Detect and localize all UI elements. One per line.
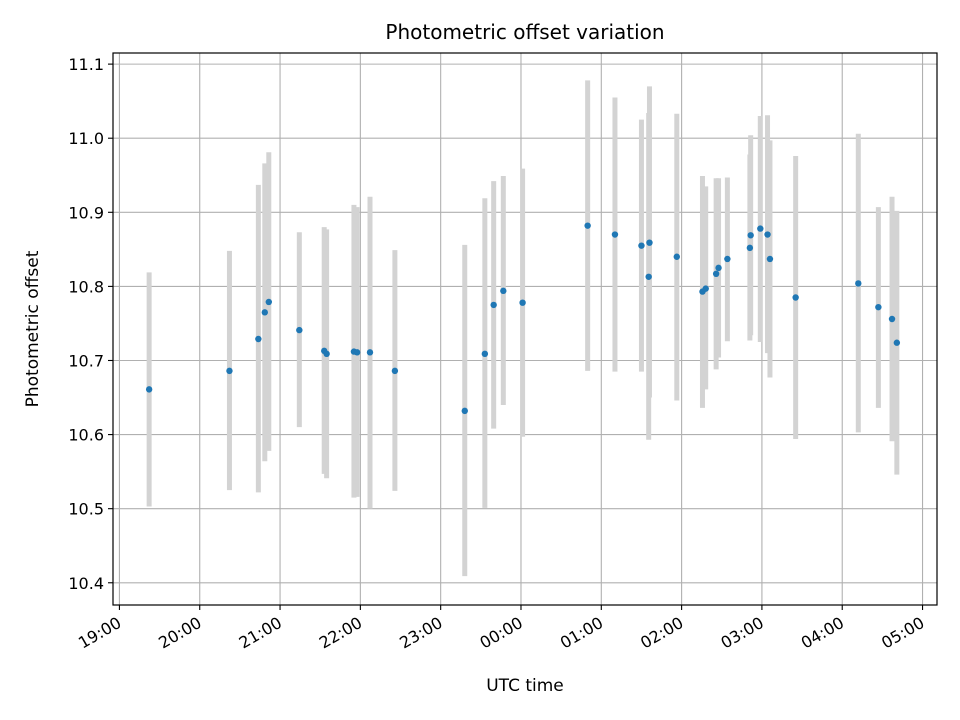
data-point: [611, 231, 619, 238]
data-point: [265, 298, 273, 306]
y-tick-label: 10.7: [68, 351, 104, 370]
x-tick-label: 05:00: [878, 613, 927, 653]
data-point: [715, 264, 722, 272]
data-point: [584, 222, 591, 229]
x-tick-label: 00:00: [477, 613, 526, 653]
y-tick-label: 10.8: [68, 277, 104, 296]
data-point: [255, 335, 262, 343]
data-point: [764, 231, 771, 238]
x-tick-label: 23:00: [396, 613, 445, 653]
data-point: [855, 280, 862, 287]
data-point: [712, 270, 720, 277]
data-point: [888, 315, 896, 323]
data-point: [391, 367, 399, 375]
data-point: [792, 294, 799, 301]
x-axis-title: UTC time: [486, 676, 564, 696]
x-tick-label: 01:00: [557, 613, 606, 653]
error-bars: [146, 80, 900, 577]
x-tick-label: 19:00: [75, 613, 124, 653]
data-point: [353, 349, 361, 356]
y-tick-label: 10.6: [68, 426, 104, 445]
data-point: [746, 244, 754, 252]
axis-ticks: 10.4 10.5 10.6 10.7 10.8 10.9 11.0 11.1 19:00 20:…: [68, 55, 927, 652]
data-point: [724, 255, 731, 263]
x-tick-label: 22:00: [316, 613, 365, 653]
chart-title: Photometric offset variation: [385, 20, 664, 44]
y-tick-label: 10.5: [68, 500, 104, 519]
data-points: [145, 222, 901, 415]
data-point: [296, 326, 303, 334]
data-point: [893, 339, 901, 346]
data-point: [145, 386, 153, 393]
data-point: [366, 349, 374, 356]
data-point: [519, 299, 526, 306]
data-point: [638, 242, 645, 249]
data-point: [645, 273, 652, 280]
data-point: [875, 303, 882, 311]
data-point: [747, 232, 754, 239]
data-point: [261, 309, 268, 316]
x-tick-label: 03:00: [717, 613, 766, 653]
x-tick-label: 02:00: [637, 613, 686, 653]
data-point: [757, 225, 764, 232]
y-tick-label: 11.1: [68, 55, 104, 74]
data-point: [673, 253, 680, 260]
x-tick-label: 21:00: [236, 613, 285, 653]
data-point: [226, 367, 233, 375]
data-point: [490, 301, 497, 309]
data-point: [702, 285, 709, 292]
data-point: [323, 350, 330, 358]
x-tick-label: 04:00: [798, 613, 847, 653]
plot-frame: [112, 52, 938, 606]
y-axis-title: Photometric offset: [23, 250, 43, 407]
data-point: [461, 407, 468, 415]
data-point: [481, 350, 489, 358]
data-point: [500, 287, 507, 295]
data-point: [646, 239, 653, 246]
y-tick-label: 10.9: [68, 203, 104, 222]
y-tick-label: 11.0: [68, 129, 104, 148]
data-point: [766, 255, 774, 263]
y-tick-label: 10.4: [68, 574, 104, 593]
x-tick-label: 20:00: [155, 613, 204, 653]
